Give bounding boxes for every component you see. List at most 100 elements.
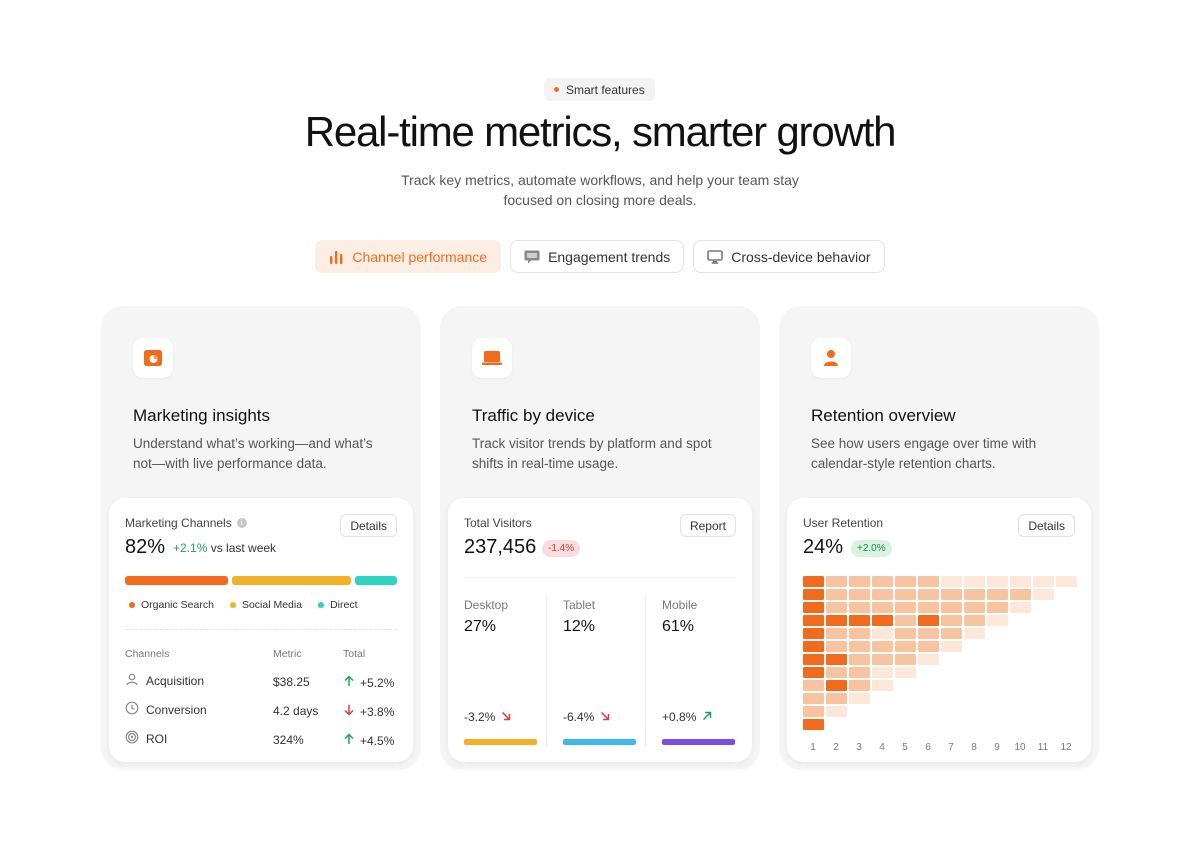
heatmap-cell: [826, 667, 847, 678]
heatmap-cell: [964, 576, 985, 587]
heatmap-cell: [803, 654, 824, 665]
row-total-value: +5.2%: [360, 675, 395, 690]
row-name: ROI: [146, 731, 168, 746]
device-column-mobile: Mobile 61% +0.8%: [646, 590, 745, 748]
heatmap-cell: [872, 654, 893, 665]
channels-change: +2.1% vs last week: [173, 541, 276, 555]
heatmap-cell: [872, 628, 893, 639]
details-button[interactable]: Details: [1018, 514, 1075, 537]
x-tick-label: 2: [833, 742, 839, 753]
heatmap-cell: [895, 576, 916, 587]
heatmap-cell: [849, 628, 870, 639]
heatmap-cell: [803, 680, 824, 691]
heatmap-cell: [1010, 576, 1031, 587]
card-title: Retention overview: [811, 406, 956, 425]
arrow-up-icon: [343, 675, 355, 690]
device-bar: [662, 739, 735, 745]
row-metric: $38.25: [273, 675, 310, 689]
column-header: Metric: [273, 648, 302, 660]
heatmap-cell: [941, 641, 962, 652]
feature-tabs: Channel performance Engagement trends Cr…: [0, 240, 1200, 273]
heatmap-cell: [849, 693, 870, 704]
divider: [464, 577, 736, 578]
heatmap-cell: [872, 602, 893, 613]
heatmap-cell: [1033, 589, 1054, 600]
device-column-desktop: Desktop 27% -3.2%: [448, 590, 547, 748]
heatmap-cell: [826, 602, 847, 613]
heatmap-cell: [849, 615, 870, 626]
bar-chart-icon: [329, 250, 344, 264]
heatmap-cell: [918, 641, 939, 652]
badge-label: Smart features: [566, 82, 645, 97]
table-row[interactable]: Acquisition $38.25 +5.2%: [125, 672, 397, 692]
heatmap-cell: [803, 589, 824, 600]
device-change: -3.2%: [464, 710, 511, 724]
heatmap-cell: [941, 589, 962, 600]
row-channel: Acquisition: [125, 672, 204, 689]
tab-engagement-trends[interactable]: Engagement trends: [510, 240, 685, 273]
heatmap-cell: [849, 602, 870, 613]
card-description: Understand what’s working—and what’s not…: [133, 436, 373, 471]
info-icon[interactable]: i: [236, 518, 247, 528]
heatmap-cell: [895, 667, 916, 678]
legend-item: Direct: [318, 599, 358, 611]
table-row[interactable]: Conversion 4.2 days +3.8%: [125, 701, 397, 721]
change-suffix: vs last week: [210, 541, 277, 555]
device-name: Tablet: [563, 598, 596, 612]
x-tick-label: 6: [925, 742, 931, 753]
heatmap-cell: [1010, 602, 1031, 613]
heatmap-cell: [941, 602, 962, 613]
heatmap-cell: [826, 615, 847, 626]
legend-label: Direct: [330, 599, 358, 611]
heatmap-cell: [964, 589, 985, 600]
x-tick-label: 9: [994, 742, 1000, 753]
heatmap-cell: [872, 680, 893, 691]
device-bar: [563, 739, 636, 745]
tab-channel-performance[interactable]: Channel performance: [315, 240, 502, 273]
device-value: 12%: [563, 618, 596, 635]
target-icon: [125, 730, 139, 747]
legend-dot: [229, 602, 236, 608]
row-metric: 4.2 days: [273, 704, 319, 718]
legend-dot: [129, 602, 135, 608]
heatmap-cell: [918, 628, 939, 639]
arrow-up-icon: [343, 733, 355, 748]
tab-cross-device-behavior[interactable]: Cross-device behavior: [693, 240, 885, 273]
share-segment: [355, 576, 397, 585]
panel-label-text: Marketing Channels: [125, 516, 232, 530]
device-change: -6.4%: [563, 710, 610, 724]
legend-dot: [318, 602, 325, 608]
row-total-value: +4.5%: [360, 733, 395, 748]
heatmap-cell: [872, 589, 893, 600]
heatmap-cell: [803, 602, 824, 613]
column-header: Total: [343, 648, 366, 660]
heatmap-cell: [964, 602, 985, 613]
heatmap-cell: [826, 654, 847, 665]
row-channel: Conversion: [125, 701, 207, 718]
visitors-change-badge: -1.4%: [542, 540, 581, 557]
heatmap-cell: [918, 654, 939, 665]
heatmap-cell: [987, 589, 1008, 600]
report-button[interactable]: Report: [679, 514, 736, 537]
details-button[interactable]: Details: [340, 514, 397, 537]
heatmap-cell: [964, 615, 985, 626]
arrow-up-right-icon: [702, 710, 712, 724]
heatmap-cell: [895, 615, 916, 626]
column-separator: [645, 596, 646, 746]
heatmap-cell: [895, 641, 916, 652]
heatmap-cell: [941, 628, 962, 639]
heatmap-cell: [849, 576, 870, 587]
x-tick-label: 11: [1037, 742, 1049, 753]
heatmap-cell: [826, 706, 847, 717]
heatmap-cell: [849, 589, 870, 600]
table-row[interactable]: ROI 324% +4.5%: [125, 730, 397, 750]
share-segment: [232, 576, 351, 585]
heatmap-cell: [964, 628, 985, 639]
device-value: 27%: [464, 618, 497, 635]
heatmap-cell: [941, 576, 962, 587]
x-tick-label: 10: [1014, 742, 1026, 753]
legend-label: Social Media: [241, 599, 303, 611]
x-tick-label: 1: [810, 742, 816, 753]
card-description: See how users engage over time with cale…: [811, 436, 1037, 471]
